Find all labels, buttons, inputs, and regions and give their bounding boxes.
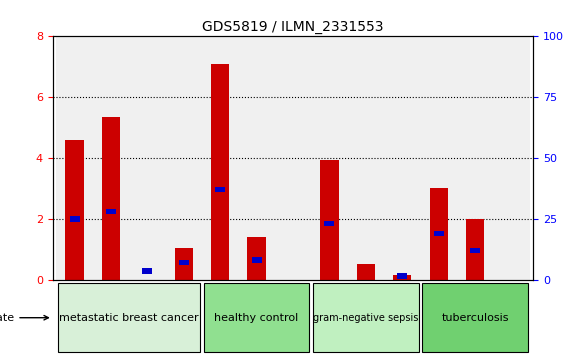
Text: disease state: disease state xyxy=(0,313,49,323)
Bar xyxy=(179,260,189,265)
Bar xyxy=(466,219,484,280)
Bar xyxy=(93,36,129,280)
FancyBboxPatch shape xyxy=(58,284,200,352)
Bar xyxy=(357,265,375,280)
Bar xyxy=(102,117,120,280)
Title: GDS5819 / ILMN_2331553: GDS5819 / ILMN_2331553 xyxy=(202,20,384,34)
Bar xyxy=(420,36,457,280)
Bar xyxy=(457,36,493,280)
Bar xyxy=(493,36,530,280)
FancyBboxPatch shape xyxy=(313,284,418,352)
Bar xyxy=(66,140,84,280)
Text: healthy control: healthy control xyxy=(214,313,299,323)
Bar xyxy=(325,221,335,227)
Text: tuberculosis: tuberculosis xyxy=(441,313,509,323)
Bar xyxy=(470,248,480,253)
Bar xyxy=(239,36,275,280)
Bar xyxy=(215,187,225,192)
Bar xyxy=(311,36,347,280)
FancyBboxPatch shape xyxy=(423,284,528,352)
Bar xyxy=(106,209,116,214)
Bar xyxy=(129,36,166,280)
Bar xyxy=(347,36,384,280)
Bar xyxy=(166,36,202,280)
Bar xyxy=(70,216,80,221)
Text: gram-negative sepsis: gram-negative sepsis xyxy=(313,313,418,323)
Bar xyxy=(202,36,239,280)
Bar xyxy=(247,237,265,280)
Bar xyxy=(430,188,448,280)
Text: metastatic breast cancer: metastatic breast cancer xyxy=(59,313,199,323)
Bar xyxy=(142,268,152,274)
Bar xyxy=(56,36,93,280)
Bar xyxy=(393,275,411,280)
Bar xyxy=(321,159,339,280)
Bar xyxy=(211,64,229,280)
Bar xyxy=(251,257,261,263)
Bar xyxy=(384,36,420,280)
Bar xyxy=(275,36,311,280)
Bar xyxy=(175,248,193,280)
Bar xyxy=(434,231,444,236)
Bar xyxy=(397,273,407,279)
FancyBboxPatch shape xyxy=(204,284,309,352)
